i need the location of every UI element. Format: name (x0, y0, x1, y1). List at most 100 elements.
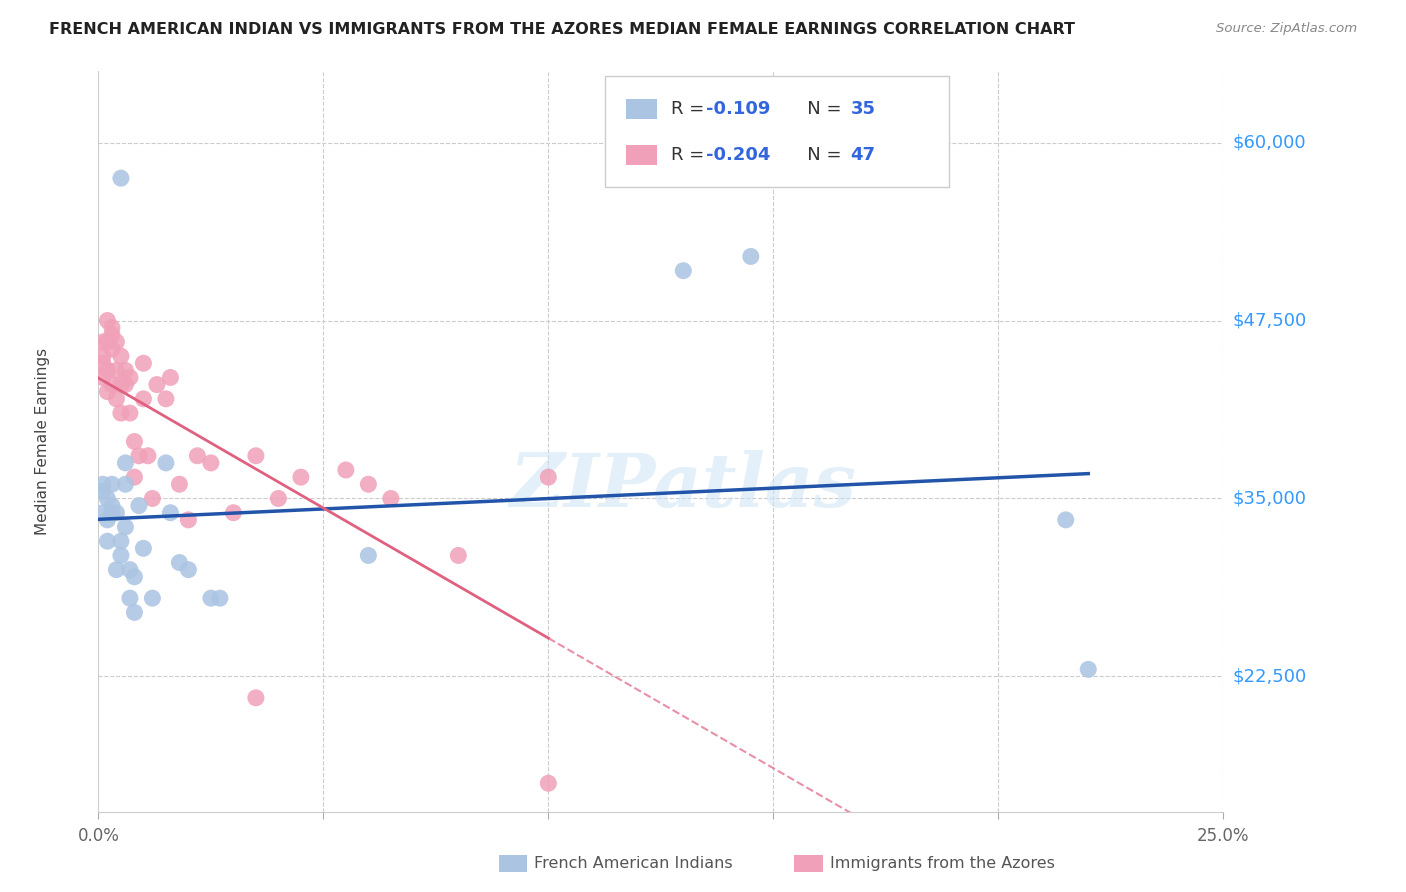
Text: -0.109: -0.109 (706, 100, 770, 118)
Point (159, 370, 181, 384)
Point (222, 506, 245, 520)
Text: Source: ZipAtlas.com: Source: ZipAtlas.com (1216, 22, 1357, 36)
Point (110, 349, 132, 363)
Point (124, 606, 146, 620)
Text: Immigrants from the Azores: Immigrants from the Azores (830, 856, 1054, 871)
Point (132, 541, 155, 556)
Text: Median Female Earnings: Median Female Earnings (35, 348, 49, 535)
Point (447, 549, 470, 563)
Point (101, 320, 124, 334)
Point (169, 556, 191, 570)
Point (141, 591, 163, 606)
Point (155, 456, 177, 470)
Point (114, 363, 136, 377)
Point (1077, 662, 1099, 676)
Point (146, 377, 169, 392)
Point (124, 434, 146, 449)
Text: FRENCH AMERICAN INDIAN VS IMMIGRANTS FROM THE AZORES MEDIAN FEMALE EARNINGS CORR: FRENCH AMERICAN INDIAN VS IMMIGRANTS FRO… (49, 22, 1076, 37)
Text: $35,000: $35,000 (1232, 490, 1306, 508)
Point (177, 563, 200, 577)
Point (159, 506, 181, 520)
Text: N =: N = (790, 100, 848, 118)
Text: N =: N = (790, 146, 848, 164)
Text: ZIPatlas: ZIPatlas (510, 450, 856, 522)
Point (101, 342, 124, 356)
Point (114, 456, 136, 470)
Point (1054, 513, 1077, 527)
Point (267, 491, 290, 506)
Point (110, 549, 132, 563)
Point (132, 392, 155, 406)
Point (357, 477, 380, 491)
Point (124, 570, 146, 584)
Point (114, 377, 136, 392)
Point (105, 506, 128, 520)
Point (96, 513, 118, 527)
Text: $60,000: $60,000 (1232, 134, 1306, 152)
Point (91, 477, 114, 491)
Text: R =: R = (671, 146, 710, 164)
Point (245, 449, 267, 463)
Point (96, 334, 118, 349)
Point (245, 690, 267, 705)
Point (105, 392, 128, 406)
Text: $22,500: $22,500 (1232, 667, 1306, 685)
Point (105, 363, 128, 377)
Text: -0.204: -0.204 (706, 146, 770, 164)
Point (91, 506, 114, 520)
Point (118, 370, 141, 384)
Point (101, 327, 124, 342)
Point (335, 463, 357, 477)
Point (132, 356, 155, 370)
Point (169, 477, 191, 491)
Text: 35: 35 (851, 100, 876, 118)
Text: 47: 47 (851, 146, 876, 164)
Point (96, 384, 118, 399)
Point (128, 499, 150, 513)
Point (118, 406, 141, 420)
Point (96, 363, 118, 377)
Point (110, 534, 132, 549)
Text: $47,500: $47,500 (1232, 311, 1306, 329)
Point (101, 499, 124, 513)
Point (672, 263, 695, 277)
Point (136, 449, 159, 463)
Point (96, 534, 118, 549)
Point (537, 776, 560, 790)
Point (114, 477, 136, 491)
Point (110, 377, 132, 392)
Point (110, 171, 132, 186)
Point (114, 520, 136, 534)
Point (105, 334, 128, 349)
Point (96, 313, 118, 327)
Point (740, 250, 762, 264)
Point (128, 449, 150, 463)
Point (208, 591, 231, 606)
Point (118, 563, 141, 577)
Point (357, 549, 380, 563)
Point (91, 370, 114, 384)
Point (177, 513, 200, 527)
Point (537, 470, 560, 484)
Point (101, 377, 124, 392)
Text: French American Indians: French American Indians (534, 856, 733, 871)
Point (141, 491, 163, 506)
Point (200, 591, 222, 606)
Point (124, 470, 146, 484)
Point (186, 449, 208, 463)
Point (155, 392, 177, 406)
Point (101, 477, 124, 491)
Point (91, 356, 114, 370)
Point (290, 470, 312, 484)
Point (91, 334, 114, 349)
Text: R =: R = (671, 100, 710, 118)
Point (91, 349, 114, 363)
Point (200, 456, 222, 470)
Point (91, 484, 114, 499)
Point (110, 406, 132, 420)
Point (96, 491, 118, 506)
Point (101, 506, 124, 520)
Point (380, 491, 402, 506)
Point (105, 563, 128, 577)
Point (118, 591, 141, 606)
